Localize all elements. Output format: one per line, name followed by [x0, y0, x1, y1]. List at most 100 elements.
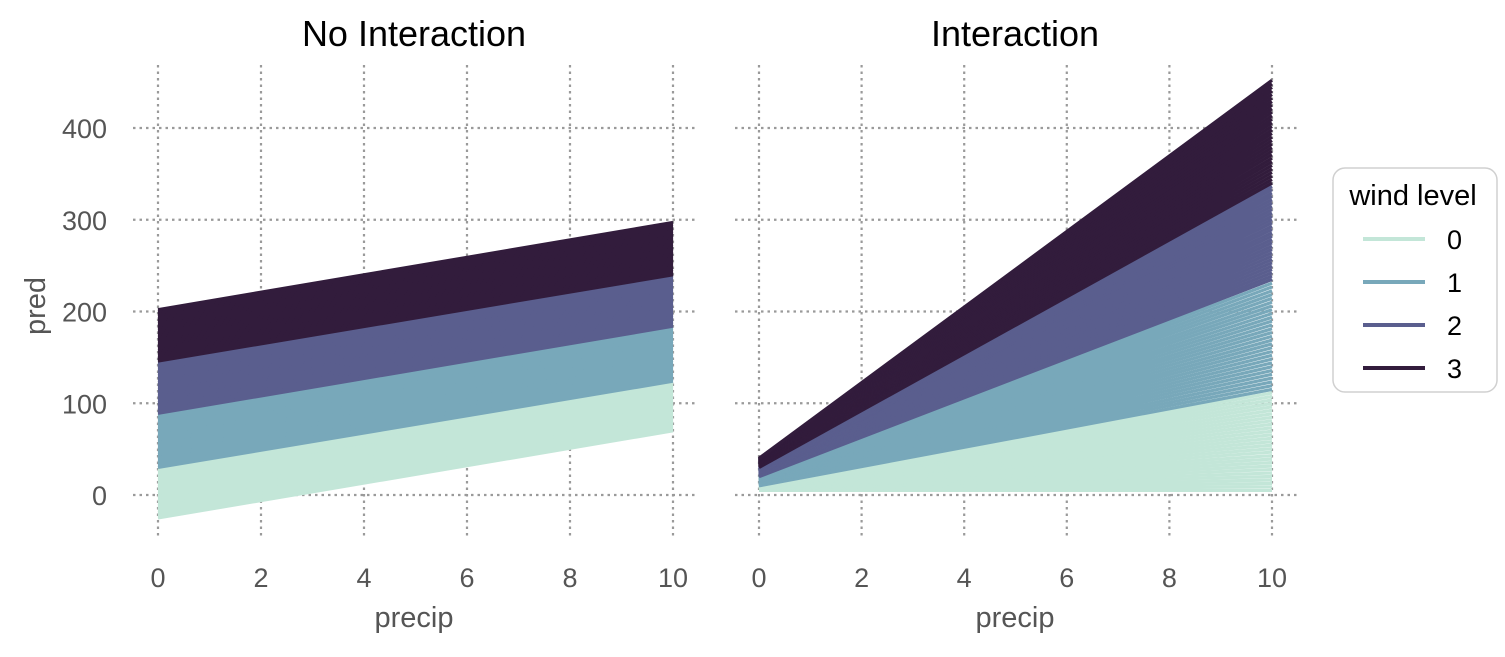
series-line: [157, 417, 674, 508]
series-line: [157, 246, 674, 337]
x-tick-label: 2: [253, 563, 268, 593]
series-line: [157, 237, 674, 328]
series-2-panel-2: [758, 181, 1273, 479]
y-axis-label: pred: [20, 277, 52, 335]
y-tick-label: 100: [62, 389, 107, 419]
series-line: [157, 269, 674, 360]
series-line: [157, 238, 674, 329]
series-line: [157, 247, 674, 338]
y-tick-labels: 0 100 200 300 400: [62, 114, 107, 511]
series-1-panel-2: [758, 277, 1273, 488]
series-line: [157, 360, 674, 451]
series-line: [157, 264, 674, 354]
series-line: [157, 354, 674, 445]
legend-label-0: 0: [1447, 225, 1462, 255]
series-line: [157, 313, 674, 405]
series-line: [157, 372, 674, 462]
series-line: [157, 315, 674, 406]
series-line: [157, 278, 674, 369]
y-tick-label: 200: [62, 298, 107, 328]
series-line: [157, 242, 674, 333]
series-line: [157, 366, 674, 456]
series-line: [157, 294, 674, 385]
y-tick-label: 400: [62, 114, 107, 144]
series-line: [157, 262, 674, 352]
series-0-panel-1: [157, 379, 674, 520]
legend-entries: 0 1 2 3: [1363, 225, 1462, 384]
series-line: [157, 267, 674, 358]
series-line: [157, 389, 674, 480]
series-line: [157, 424, 674, 515]
series-line: [157, 289, 674, 379]
series-line: [157, 401, 674, 492]
series-line: [157, 292, 674, 383]
series-line: [157, 308, 674, 399]
series-line: [157, 341, 674, 432]
series-0-panel-2: [758, 387, 1273, 493]
series-line: [157, 410, 674, 501]
series-line: [157, 420, 674, 511]
series-line: [157, 305, 674, 396]
legend-label-2: 2: [1447, 311, 1462, 341]
x-tick-label: 8: [1162, 563, 1177, 593]
panel-title-no-interaction: No Interaction: [302, 13, 526, 54]
x-tick-label: 0: [150, 563, 165, 593]
x-axis-label-left: precip: [375, 602, 454, 634]
series-line: [157, 255, 674, 345]
series-line: [157, 271, 674, 361]
series-line: [157, 391, 674, 482]
series-line: [157, 370, 674, 460]
series-line: [157, 328, 674, 419]
x-tick-label: 6: [459, 563, 474, 593]
series-line: [157, 384, 674, 475]
panel-title-interaction: Interaction: [931, 13, 1099, 54]
series-line: [157, 273, 674, 363]
series-line: [157, 349, 674, 440]
series-line: [157, 379, 674, 470]
series-line: [157, 298, 674, 388]
lines-layer: [157, 79, 1273, 520]
series-line: [157, 283, 674, 374]
series-line: [157, 330, 674, 421]
series-line: [157, 358, 674, 449]
series-line: [157, 386, 674, 477]
series-line: [157, 377, 674, 468]
series-line: [157, 276, 674, 367]
series-3-panel-1: [157, 220, 674, 363]
series-line: [157, 339, 674, 430]
series-line: [157, 396, 674, 487]
series-line: [157, 324, 674, 415]
series-line: [157, 353, 674, 443]
series-line: [157, 290, 674, 381]
series-line: [157, 356, 674, 447]
series-line: [157, 222, 674, 314]
series-line: [157, 306, 674, 397]
series-line: [157, 400, 674, 490]
x-tick-label: 2: [854, 563, 869, 593]
series-line: [157, 226, 674, 317]
series-line: [157, 266, 674, 356]
series-line: [157, 233, 674, 324]
legend: wind level 0 1 2 3: [1332, 167, 1498, 393]
x-tick-label: 4: [957, 563, 972, 593]
series-line: [157, 319, 674, 410]
series-line: [157, 412, 674, 503]
legend-label-3: 3: [1447, 354, 1462, 384]
series-line: [157, 347, 674, 438]
series-line: [157, 364, 674, 455]
series-3-panel-2: [758, 79, 1273, 469]
x-tick-label: 10: [658, 563, 688, 593]
series-line: [157, 310, 674, 401]
x-tick-label: 4: [356, 563, 371, 593]
series-line: [157, 282, 674, 372]
series-line: [157, 229, 674, 321]
y-tick-label: 300: [62, 206, 107, 236]
series-line: [157, 427, 674, 518]
series-line: [157, 429, 674, 520]
series-line: [157, 299, 674, 390]
series-line: [157, 405, 674, 496]
series-line: [157, 321, 674, 412]
series-line: [157, 337, 674, 428]
series-line: [157, 408, 674, 499]
